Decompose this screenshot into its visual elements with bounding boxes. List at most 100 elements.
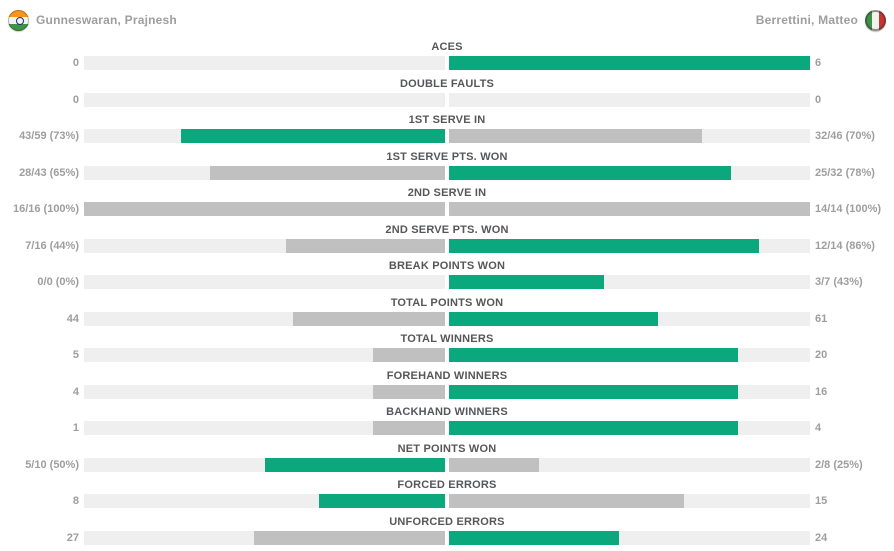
left-bar-track (84, 311, 445, 326)
stat-bar-line: 27 24 (0, 530, 894, 545)
right-bar-fill (449, 56, 810, 70)
right-bar-track (449, 311, 810, 326)
left-bar-track (84, 348, 445, 362)
right-bar-fill (449, 457, 540, 472)
right-bar-fill (449, 129, 702, 143)
stat-row: 1ST SERVE PTS. WON 28/43 (65%) 25/32 (78… (0, 150, 894, 187)
right-player-value: 12/14 (86%) (815, 239, 875, 252)
stat-bar-line: 8 15 (0, 494, 894, 508)
stat-label: BACKHAND WINNERS (386, 406, 508, 418)
right-bar-fill (449, 494, 684, 508)
left-bar-fill (253, 530, 445, 545)
left-player-value: 5/10 (50%) (25, 458, 79, 471)
left-bar-fill (286, 238, 445, 253)
stat-bar-line: 5 20 (0, 348, 894, 362)
left-player-value: 16/16 (100%) (12, 203, 79, 215)
left-player-value: 0/0 (0%) (37, 276, 79, 288)
right-bar-track (449, 494, 810, 508)
right-bar-track (449, 348, 810, 362)
left-bar-track (84, 530, 445, 545)
left-bar-track (84, 275, 445, 289)
right-player-value: 2/8 (25%) (815, 458, 863, 471)
india-flag-icon (8, 9, 29, 31)
left-bar-fill (372, 384, 445, 399)
right-bar-track (449, 165, 810, 180)
left-player-value: 1 (72, 422, 79, 434)
italy-flag-icon (865, 9, 886, 31)
right-bar-track (449, 202, 810, 216)
right-bar-track (449, 421, 810, 435)
right-bar-track (449, 530, 810, 545)
right-bar-fill (449, 421, 738, 435)
right-bar-fill (449, 275, 605, 289)
stat-rows: ACES 0 6 DOUBLE FAULTS 0 (0, 40, 894, 551)
stat-row: FORCED ERRORS 8 15 (0, 478, 894, 515)
stat-bar-line: 43/59 (73%) 32/46 (70%) (0, 129, 894, 143)
right-player-value: 25/32 (78%) (815, 166, 875, 179)
stat-row: 1ST SERVE IN 43/59 (73%) 32/46 (70%) (0, 113, 894, 150)
left-bar-fill (181, 129, 445, 143)
right-player-value: 15 (815, 495, 828, 507)
right-bar-fill (449, 238, 760, 253)
right-bar-track (449, 384, 810, 399)
stat-label: NET POINTS WON (397, 442, 497, 455)
right-bar-track (449, 129, 810, 143)
stat-row: NET POINTS WON 5/10 (50%) 2/8 (25%) (0, 442, 894, 479)
right-player-value: 14/14 (100%) (815, 203, 882, 215)
stat-row: UNFORCED ERRORS 27 24 (0, 515, 894, 551)
right-player-value: 4 (815, 422, 822, 434)
stat-bar-line: 44 61 (0, 311, 894, 326)
left-bar-fill (84, 202, 445, 216)
left-bar-fill (264, 457, 445, 472)
left-bar-track (84, 56, 445, 70)
right-bar-fill (449, 348, 738, 362)
stat-bar-line: 28/43 (65%) 25/32 (78%) (0, 165, 894, 180)
stat-label: ACES (431, 41, 463, 53)
right-player-value: 20 (815, 349, 828, 361)
stat-label: 2ND SERVE IN (407, 187, 487, 199)
stat-label: TOTAL POINTS WON (390, 296, 504, 309)
stat-row: 2ND SERVE IN 16/16 (100%) 14/14 (100%) (0, 186, 894, 223)
left-bar-fill (372, 421, 445, 435)
stat-bar-line: 1 4 (0, 421, 894, 435)
right-bar-fill (449, 311, 659, 326)
right-player-value: 0 (815, 93, 822, 106)
players-header: Gunneswaran, Prajnesh Berrettini, Matteo (0, 0, 894, 40)
left-player-value: 0 (72, 57, 79, 69)
right-bar-fill (449, 384, 738, 399)
stat-row: ACES 0 6 (0, 40, 894, 77)
left-bar-fill (293, 311, 445, 326)
stat-row: TOTAL POINTS WON 44 61 (0, 296, 894, 333)
right-player: Berrettini, Matteo (755, 9, 886, 31)
right-bar-track (449, 56, 810, 70)
right-bar-fill (449, 530, 619, 545)
right-bar-track (449, 457, 810, 472)
right-player-name: Berrettini, Matteo (755, 13, 858, 27)
stat-label: 1ST SERVE PTS. WON (386, 150, 508, 163)
stat-label: TOTAL WINNERS (400, 333, 494, 345)
stat-row: 2ND SERVE PTS. WON 7/16 (44%) 12/14 (86%… (0, 223, 894, 260)
stat-label: FORCED ERRORS (397, 479, 497, 491)
left-player-value: 43/59 (73%) (19, 130, 79, 142)
right-bar-fill (449, 165, 731, 180)
stat-bar-line: 16/16 (100%) 14/14 (100%) (0, 202, 894, 216)
right-bar-fill (449, 202, 810, 216)
stat-row: TOTAL WINNERS 5 20 (0, 332, 894, 369)
left-player-value: 8 (72, 495, 79, 507)
stat-bar-line: 0/0 (0%) 3/7 (43%) (0, 275, 894, 289)
stat-label: UNFORCED ERRORS (389, 515, 505, 528)
stat-row: FOREHAND WINNERS 4 16 (0, 369, 894, 406)
left-player-value: 4 (72, 385, 79, 398)
stat-bar-line: 7/16 (44%) 12/14 (86%) (0, 238, 894, 253)
right-player-value: 6 (815, 57, 822, 69)
stat-label: 1ST SERVE IN (408, 114, 486, 126)
left-bar-track (84, 421, 445, 435)
left-bar-track (84, 457, 445, 472)
stat-bar-line: 0 0 (0, 92, 894, 107)
left-bar-track (84, 202, 445, 216)
left-player-value: 44 (66, 312, 79, 325)
left-player-value: 28/43 (65%) (19, 166, 79, 179)
right-bar-track (449, 238, 810, 253)
left-bar-fill (210, 165, 445, 180)
